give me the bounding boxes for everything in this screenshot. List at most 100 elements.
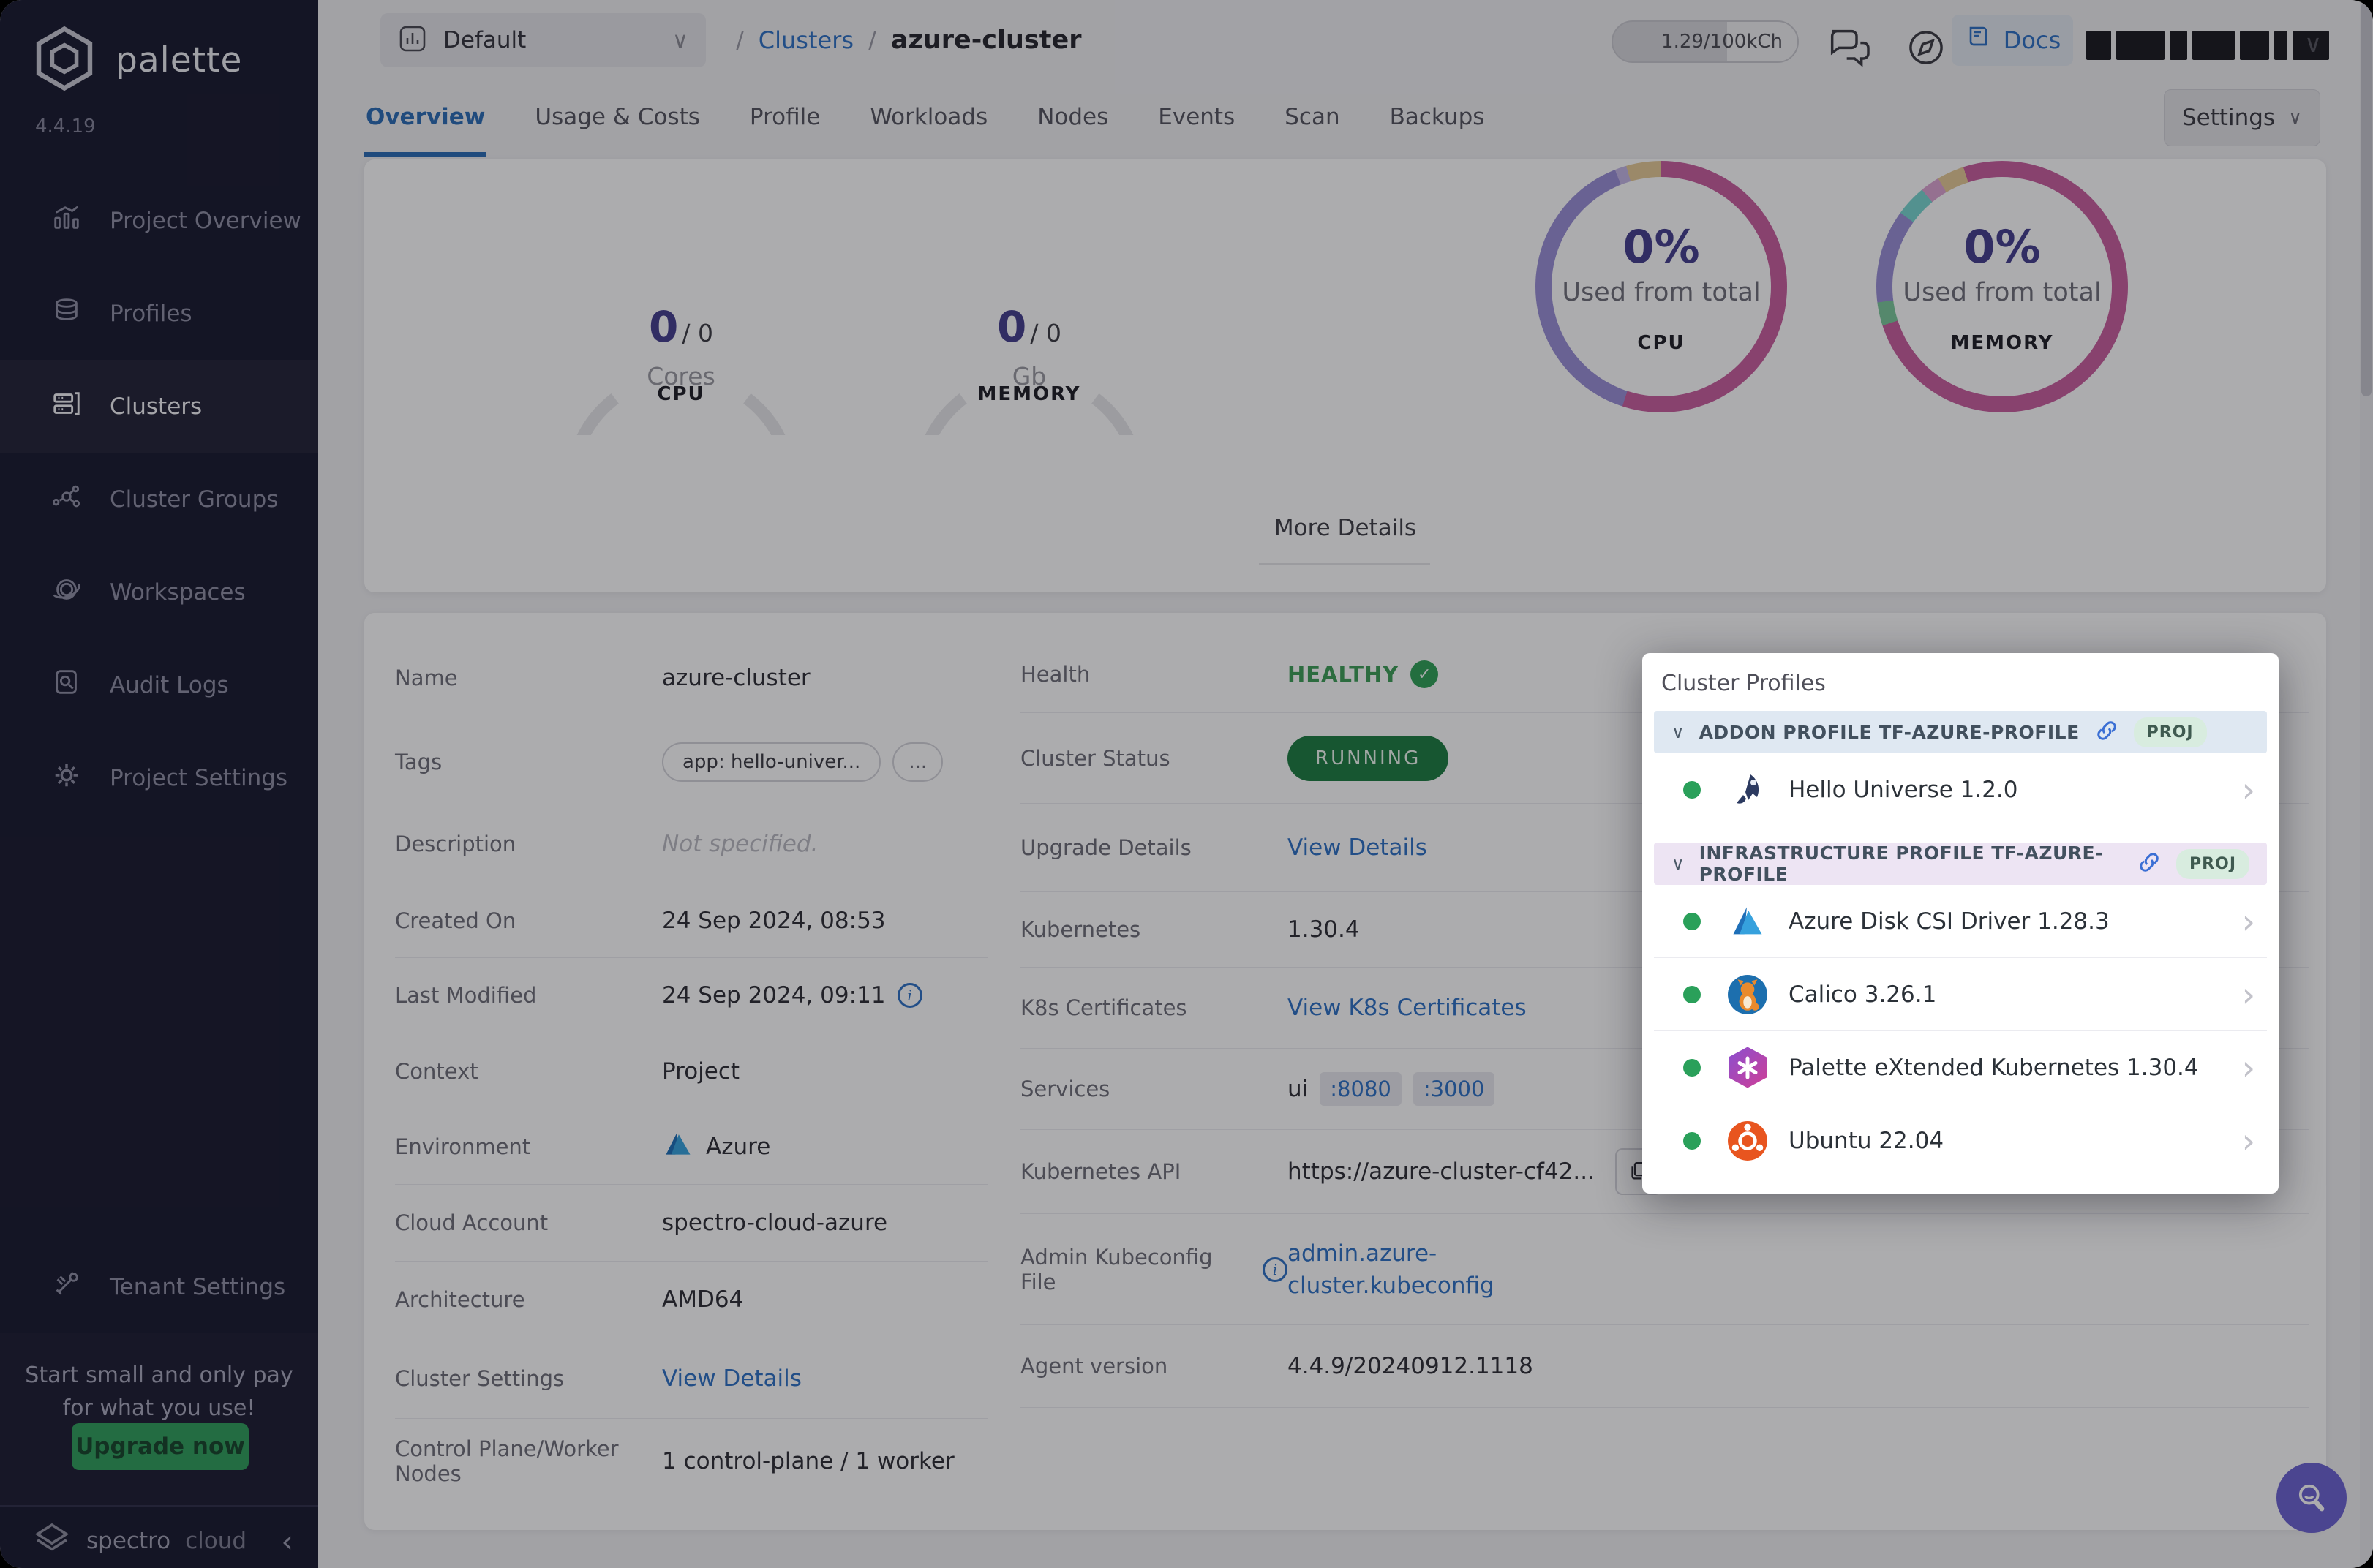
scrollbar-thumb[interactable]	[2361, 1, 2372, 396]
calico-icon	[1727, 974, 1768, 1015]
upgrade-view-details-link[interactable]: View Details	[1287, 834, 1427, 861]
user-menu-chevron-icon[interactable]: ∨	[2304, 29, 2323, 58]
azure-icon	[662, 1128, 694, 1166]
project-selector-value: Default	[443, 27, 527, 53]
chat-icon[interactable]	[1827, 23, 1874, 73]
tab-nodes[interactable]: Nodes	[1037, 104, 1109, 130]
sidebar-item-label: Project Overview	[110, 207, 301, 234]
sidebar: palette 4.4.19 Project Overview Profiles…	[0, 0, 318, 1568]
sidebar-item-label: Clusters	[110, 393, 203, 420]
compass-icon[interactable]	[1905, 26, 1947, 72]
view-k8s-certificates-link[interactable]: View K8s Certificates	[1287, 995, 1527, 1021]
project-chart-icon	[398, 24, 427, 56]
detail-row-cluster-settings: Cluster Settings View Details	[395, 1338, 988, 1419]
sidebar-item-cluster-groups[interactable]: Cluster Groups	[0, 453, 318, 546]
project-selector[interactable]: Default ∨	[380, 13, 706, 67]
more-details-button[interactable]: More Details	[1274, 515, 1417, 541]
details-right-column: Health HEALTHY ✓ Cluster Status RUNNING …	[1020, 636, 2309, 1408]
chevron-right-icon: ›	[2241, 769, 2255, 810]
detail-row-environment: Environment Azure	[395, 1109, 988, 1185]
cpu-gauge-label: CPU	[657, 383, 705, 405]
chevron-right-icon: ›	[2241, 1121, 2255, 1161]
kubeconfig-download-link[interactable]: admin.azure-cluster.kubeconfig	[1287, 1240, 1494, 1299]
tab-scan[interactable]: Scan	[1285, 104, 1340, 130]
docs-button[interactable]: Docs	[1952, 15, 2073, 66]
detail-row-created-on: Created On 24 Sep 2024, 08:53	[395, 883, 988, 958]
usage-overview-card: 0 / 0 Cores CPU 0 / 0 Gb MEMORY More Det…	[364, 159, 2326, 603]
tag-chip[interactable]: app: hello-univer...	[662, 742, 881, 782]
sidebar-item-label: Project Settings	[110, 764, 288, 791]
link-icon[interactable]	[2094, 718, 2119, 746]
status-dot-green	[1683, 780, 1701, 799]
gear-icon	[51, 760, 82, 796]
layers-icon	[51, 295, 82, 332]
sidebar-item-workspaces[interactable]: Workspaces	[0, 546, 318, 638]
palette-logo[interactable]: palette	[31, 25, 242, 95]
sidebar-item-profiles[interactable]: Profiles	[0, 267, 318, 360]
status-dot-green	[1683, 912, 1701, 930]
sidebar-item-tenant-settings[interactable]: Tenant Settings	[0, 1249, 318, 1325]
check-circle-icon: ✓	[1410, 660, 1439, 688]
sidebar-item-project-overview[interactable]: Project Overview	[0, 174, 318, 267]
sidebar-item-audit-logs[interactable]: Audit Logs	[0, 638, 318, 731]
memory-donut-percent: 0%	[1963, 219, 2041, 274]
brand-word-spectro: spectro	[86, 1528, 171, 1554]
tab-profile[interactable]: Profile	[749, 104, 821, 130]
profile-layer-calico[interactable]: Calico 3.26.1 ›	[1654, 958, 2267, 1031]
tab-workloads[interactable]: Workloads	[870, 104, 988, 130]
tag-overflow-chip[interactable]: ...	[892, 742, 944, 782]
addon-profile-section-header[interactable]: ∨ ADDON PROFILE TF-AZURE-PROFILE PROJ	[1654, 711, 2267, 753]
upgrade-promo: Start small and only pay for what you us…	[0, 1333, 318, 1505]
profile-layer-hello-universe[interactable]: Hello Universe 1.2.0 ›	[1654, 753, 2267, 826]
search-fab-button[interactable]	[2276, 1463, 2347, 1533]
servers-icon	[51, 388, 82, 425]
profile-layer-azure-disk-csi[interactable]: Azure Disk CSI Driver 1.28.3 ›	[1654, 885, 2267, 958]
chevron-down-icon: ∨	[2288, 107, 2303, 129]
promo-line-1: Start small and only pay	[25, 1362, 293, 1388]
cluster-settings-view-details-link[interactable]: View Details	[662, 1365, 802, 1392]
user-name-redacted[interactable]	[2086, 31, 2329, 60]
cpu-donut-caption: Used from total	[1562, 277, 1761, 307]
chevron-down-icon: ∨	[672, 27, 688, 53]
service-port-link-8080[interactable]: :8080	[1320, 1072, 1402, 1106]
breadcrumb-link-clusters[interactable]: Clusters	[758, 26, 854, 54]
chevron-right-icon: ›	[2241, 974, 2255, 1014]
upgrade-now-button[interactable]: Upgrade now	[72, 1423, 249, 1470]
azure-icon	[1727, 901, 1768, 942]
detail-row-tags: Tags app: hello-univer... ...	[395, 720, 988, 804]
memory-used-value: 0	[996, 302, 1027, 352]
app-version: 4.4.19	[35, 116, 96, 137]
sidebar-item-clusters[interactable]: Clusters	[0, 360, 318, 453]
details-left-column: Name azure-cluster Tags app: hello-unive…	[395, 636, 988, 1503]
sidebar-item-label: Cluster Groups	[110, 486, 279, 513]
tab-overview[interactable]: Overview	[364, 82, 487, 157]
detail-row-admin-kubeconfig: Admin Kubeconfig File i admin.azure-clus…	[1020, 1214, 2309, 1325]
profile-layer-palette-extended-k8s[interactable]: Palette eXtended Kubernetes 1.30.4 ›	[1654, 1031, 2267, 1104]
link-icon[interactable]	[2137, 850, 2162, 878]
service-port-link-3000[interactable]: :3000	[1413, 1072, 1495, 1106]
tab-usage-costs[interactable]: Usage & Costs	[535, 104, 700, 130]
proj-scope-badge: PROJ	[2133, 717, 2207, 747]
docs-label: Docs	[2003, 26, 2061, 54]
usage-meter-pill[interactable]: 1.29/100kCh	[1612, 20, 1799, 63]
sidebar-collapse-icon[interactable]: ‹	[281, 1523, 293, 1559]
info-icon[interactable]: i	[1263, 1256, 1287, 1282]
detail-row-k8s-certificates: K8s Certificates View K8s Certificates	[1020, 968, 2309, 1049]
more-details-underline	[1259, 563, 1430, 565]
nodes-icon	[51, 481, 82, 518]
detail-row-agent-version: Agent version 4.4.9/20240912.1118	[1020, 1325, 2309, 1408]
settings-button[interactable]: Settings ∨	[2164, 89, 2320, 146]
tab-events[interactable]: Events	[1158, 104, 1236, 130]
cluster-tabbar: Overview Usage & Costs Profile Workloads…	[364, 82, 1486, 157]
tab-backups[interactable]: Backups	[1389, 104, 1485, 130]
profile-layer-ubuntu[interactable]: Ubuntu 22.04 ›	[1654, 1104, 2267, 1177]
memory-gauge-label: MEMORY	[977, 383, 1081, 405]
memory-donut-caption: Used from total	[1903, 277, 2102, 307]
scrollbar-track[interactable]	[2360, 0, 2373, 1568]
info-icon[interactable]: i	[897, 983, 922, 1008]
breadcrumb-current: azure-cluster	[890, 26, 1082, 55]
cpu-total-value: 0	[698, 319, 714, 347]
sidebar-item-project-settings[interactable]: Project Settings	[0, 731, 318, 824]
infrastructure-profile-section-header[interactable]: ∨ INFRASTRUCTURE PROFILE TF-AZURE-PROFIL…	[1654, 843, 2267, 885]
